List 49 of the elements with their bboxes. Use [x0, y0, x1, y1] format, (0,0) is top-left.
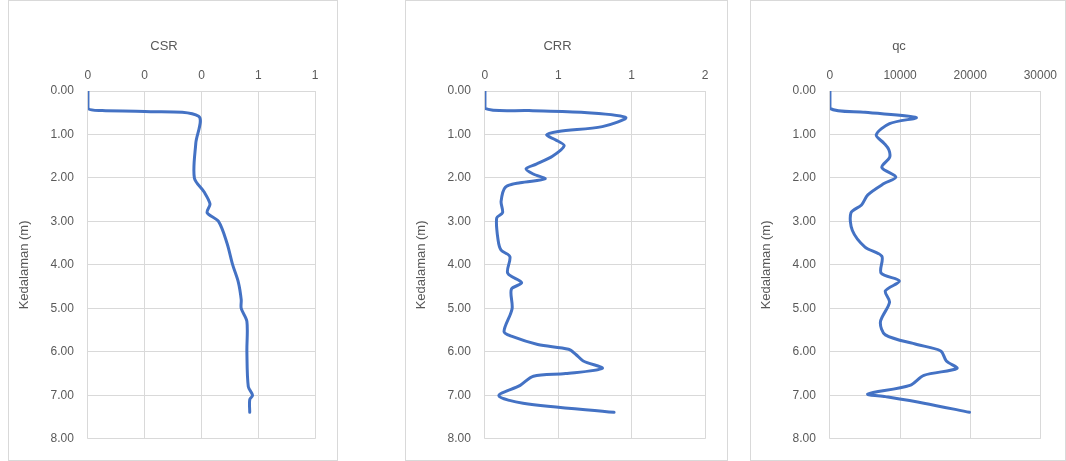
- y-tick-label: 6.00: [792, 344, 817, 359]
- x-tick-label: 30000: [1023, 68, 1058, 83]
- y-axis-title: Kedalaman (m): [758, 220, 774, 310]
- line-series: [87, 91, 255, 414]
- x-tick-label: 1: [554, 68, 562, 83]
- y-axis-title: Kedalaman (m): [16, 220, 32, 310]
- line-series: [829, 91, 971, 414]
- chart-title: qc: [892, 38, 907, 54]
- y-tick-label: 5.00: [50, 300, 75, 315]
- y-tick-label: 7.00: [50, 387, 75, 402]
- line-series: [484, 91, 628, 414]
- x-tick-label: 10000: [883, 68, 918, 83]
- y-tick-label: 2.00: [447, 170, 472, 185]
- y-tick-label: 7.00: [447, 387, 472, 402]
- y-tick-label: 4.00: [50, 257, 75, 272]
- y-tick-label: 8.00: [447, 431, 472, 446]
- y-tick-label: 3.00: [792, 213, 817, 228]
- y-tick-label: 0.00: [792, 83, 817, 98]
- x-tick-label: 0: [826, 68, 834, 83]
- y-tick-label: 2.00: [50, 170, 75, 185]
- x-tick-label: 0: [481, 68, 489, 83]
- x-tick-label: 1: [628, 68, 636, 83]
- y-tick-label: 8.00: [50, 431, 75, 446]
- x-tick-label: 0: [198, 68, 206, 83]
- x-tick-label: 0: [84, 68, 92, 83]
- x-tick-label: 1: [254, 68, 262, 83]
- y-tick-label: 6.00: [50, 344, 75, 359]
- x-tick-label: 1: [311, 68, 319, 83]
- x-tick-label: 2: [701, 68, 709, 83]
- y-tick-label: 2.00: [792, 170, 817, 185]
- y-tick-label: 6.00: [447, 344, 472, 359]
- y-tick-label: 5.00: [792, 300, 817, 315]
- y-tick-label: 8.00: [792, 431, 817, 446]
- y-tick-label: 1.00: [447, 126, 472, 141]
- y-axis-title: Kedalaman (m): [413, 220, 429, 310]
- y-tick-label: 1.00: [792, 126, 817, 141]
- chart-title: CRR: [543, 38, 572, 54]
- y-tick-label: 0.00: [50, 83, 75, 98]
- y-tick-label: 1.00: [50, 126, 75, 141]
- x-tick-label: 0: [141, 68, 149, 83]
- x-tick-label: 20000: [953, 68, 988, 83]
- y-tick-label: 3.00: [447, 213, 472, 228]
- y-tick-label: 3.00: [50, 213, 75, 228]
- y-tick-label: 0.00: [447, 83, 472, 98]
- y-tick-label: 5.00: [447, 300, 472, 315]
- chart-title: CSR: [150, 38, 178, 54]
- y-tick-label: 4.00: [447, 257, 472, 272]
- y-tick-label: 4.00: [792, 257, 817, 272]
- y-tick-label: 7.00: [792, 387, 817, 402]
